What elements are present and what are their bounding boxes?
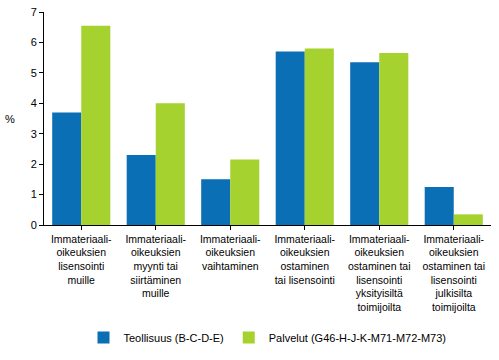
svg-text:2: 2 xyxy=(31,158,37,170)
svg-text:Immateriaali-oikeuksienlisenso: Immateriaali-oikeuksienlisensointimuille xyxy=(51,233,112,286)
svg-text:4: 4 xyxy=(31,97,37,109)
svg-text:6: 6 xyxy=(31,36,37,48)
svg-text:Immateriaali-oikeuksienostamin: Immateriaali-oikeuksienostaminen tailise… xyxy=(423,233,485,313)
svg-text:5: 5 xyxy=(31,67,37,79)
svg-text:Immateriaali-oikeuksienmyynti: Immateriaali-oikeuksienmyynti taisiirtäm… xyxy=(125,233,186,300)
svg-text:Immateriaali-oikeuksienostamin: Immateriaali-oikeuksienostaminen tailise… xyxy=(348,233,410,313)
svg-text:3: 3 xyxy=(31,128,37,140)
svg-text:Immateriaali-oikeuksienvaihtam: Immateriaali-oikeuksienvaihtaminen xyxy=(200,233,261,272)
svg-text:Palvelut (G46-H-J-K-M71-M72-M7: Palvelut (G46-H-J-K-M71-M72-M73) xyxy=(269,332,446,344)
svg-text:%: % xyxy=(5,113,15,125)
svg-text:Teollisuus (B-C-D-E): Teollisuus (B-C-D-E) xyxy=(124,332,224,344)
svg-text:0: 0 xyxy=(31,219,37,231)
svg-text:7: 7 xyxy=(31,6,37,18)
svg-text:Immateriaali-oikeuksienostamin: Immateriaali-oikeuksienostaminentai lise… xyxy=(274,233,335,286)
svg-text:1: 1 xyxy=(31,188,37,200)
